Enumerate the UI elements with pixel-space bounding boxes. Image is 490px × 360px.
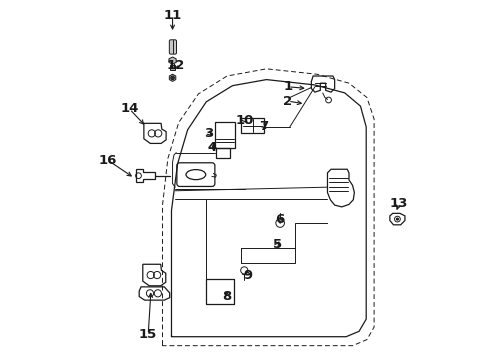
Text: 6: 6	[275, 213, 285, 226]
Text: 9: 9	[244, 269, 252, 282]
FancyBboxPatch shape	[170, 40, 176, 54]
Text: 5: 5	[273, 238, 282, 251]
Text: 1: 1	[284, 80, 293, 93]
Text: 16: 16	[99, 154, 117, 167]
Circle shape	[396, 218, 398, 220]
Text: 3: 3	[204, 127, 214, 140]
Text: 11: 11	[164, 9, 182, 22]
Text: 10: 10	[236, 114, 254, 127]
Text: 12: 12	[167, 59, 185, 72]
Circle shape	[171, 76, 174, 80]
Polygon shape	[169, 57, 176, 64]
Polygon shape	[170, 74, 176, 81]
Text: 8: 8	[222, 290, 232, 303]
Text: 4: 4	[207, 141, 217, 154]
Text: 15: 15	[139, 328, 157, 341]
Text: 2: 2	[284, 95, 293, 108]
Text: 13: 13	[390, 197, 408, 210]
Text: 7: 7	[259, 120, 268, 133]
Text: 14: 14	[121, 103, 139, 116]
FancyBboxPatch shape	[170, 65, 175, 69]
